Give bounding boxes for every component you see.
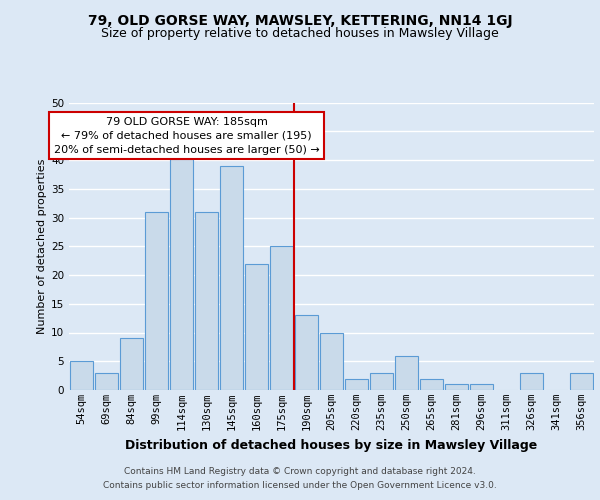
Bar bbox=[370, 373, 393, 390]
Bar bbox=[145, 212, 168, 390]
Bar bbox=[445, 384, 468, 390]
Bar bbox=[95, 373, 118, 390]
Bar bbox=[220, 166, 243, 390]
Bar bbox=[295, 316, 318, 390]
Bar bbox=[320, 332, 343, 390]
Bar bbox=[470, 384, 493, 390]
X-axis label: Distribution of detached houses by size in Mawsley Village: Distribution of detached houses by size … bbox=[125, 438, 538, 452]
Bar bbox=[420, 378, 443, 390]
Bar bbox=[120, 338, 143, 390]
Bar bbox=[245, 264, 268, 390]
Text: Size of property relative to detached houses in Mawsley Village: Size of property relative to detached ho… bbox=[101, 28, 499, 40]
Bar bbox=[270, 246, 293, 390]
Bar bbox=[70, 361, 93, 390]
Text: Contains public sector information licensed under the Open Government Licence v3: Contains public sector information licen… bbox=[103, 481, 497, 490]
Bar bbox=[170, 154, 193, 390]
Bar bbox=[345, 378, 368, 390]
Text: 79, OLD GORSE WAY, MAWSLEY, KETTERING, NN14 1GJ: 79, OLD GORSE WAY, MAWSLEY, KETTERING, N… bbox=[88, 14, 512, 28]
Bar bbox=[395, 356, 418, 390]
Text: Contains HM Land Registry data © Crown copyright and database right 2024.: Contains HM Land Registry data © Crown c… bbox=[124, 467, 476, 476]
Y-axis label: Number of detached properties: Number of detached properties bbox=[37, 158, 47, 334]
Bar bbox=[570, 373, 593, 390]
Bar bbox=[520, 373, 543, 390]
Text: 79 OLD GORSE WAY: 185sqm
← 79% of detached houses are smaller (195)
20% of semi-: 79 OLD GORSE WAY: 185sqm ← 79% of detach… bbox=[53, 117, 319, 155]
Bar bbox=[195, 212, 218, 390]
